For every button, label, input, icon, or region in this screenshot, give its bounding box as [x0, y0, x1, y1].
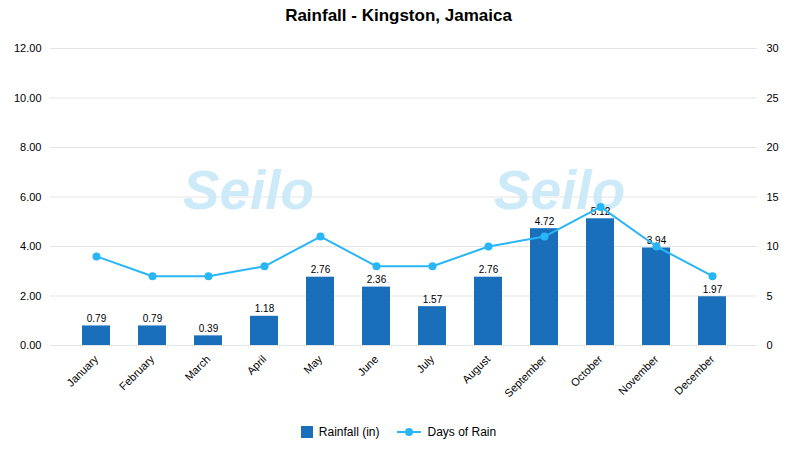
svg-text:5: 5: [767, 290, 773, 302]
svg-text:2.76: 2.76: [479, 264, 499, 275]
svg-text:1.57: 1.57: [423, 294, 443, 305]
svg-text:6.00: 6.00: [20, 191, 41, 203]
svg-text:February: February: [117, 352, 157, 392]
svg-text:2.36: 2.36: [367, 274, 387, 285]
svg-text:20: 20: [767, 141, 779, 153]
svg-text:0.79: 0.79: [87, 313, 107, 324]
svg-text:12.00: 12.00: [14, 42, 42, 54]
html-text:Days of Rain: Days of Rain: [427, 425, 497, 439]
svg-text:10: 10: [767, 240, 779, 252]
svg-text:0: 0: [767, 339, 773, 351]
svg-text:2.76: 2.76: [311, 264, 331, 275]
svg-text:4.72: 4.72: [535, 216, 555, 227]
svg-text:June: June: [355, 353, 380, 378]
svg-text:August: August: [460, 353, 493, 386]
svg-text:10.00: 10.00: [14, 92, 42, 104]
html-text:Rainfall - Kingston, Jamaica: Rainfall - Kingston, Jamaica: [285, 6, 512, 25]
svg-text:3.94: 3.94: [646, 235, 667, 247]
svg-text:October: October: [568, 353, 604, 389]
svg-text:December: December: [672, 353, 717, 398]
svg-text:Seilo: Seilo: [183, 159, 314, 221]
svg-text:15: 15: [767, 191, 779, 203]
html-text:Rainfall (in): Rainfall (in): [318, 425, 380, 439]
svg-text:0.79: 0.79: [143, 313, 163, 324]
svg-text:January: January: [64, 352, 101, 389]
svg-text:25: 25: [767, 92, 779, 104]
svg-text:30: 30: [767, 42, 779, 54]
svg-text:2.00: 2.00: [20, 290, 41, 302]
svg-text:5.12: 5.12: [590, 206, 611, 217]
svg-text:Seilo: Seilo: [493, 158, 626, 221]
svg-text:March: March: [182, 353, 212, 383]
svg-text:July: July: [414, 352, 437, 375]
svg-text:1.97: 1.97: [703, 284, 723, 295]
svg-text:April: April: [244, 353, 268, 377]
svg-text:1.18: 1.18: [255, 303, 275, 314]
svg-text:May: May: [301, 352, 325, 376]
svg-text:September: September: [502, 353, 549, 400]
svg-text:November: November: [616, 353, 661, 398]
svg-text:4.00: 4.00: [20, 240, 41, 252]
svg-text:0.00: 0.00: [20, 339, 41, 351]
svg-text:0.39: 0.39: [199, 323, 219, 334]
svg-text:8.00: 8.00: [20, 141, 41, 153]
